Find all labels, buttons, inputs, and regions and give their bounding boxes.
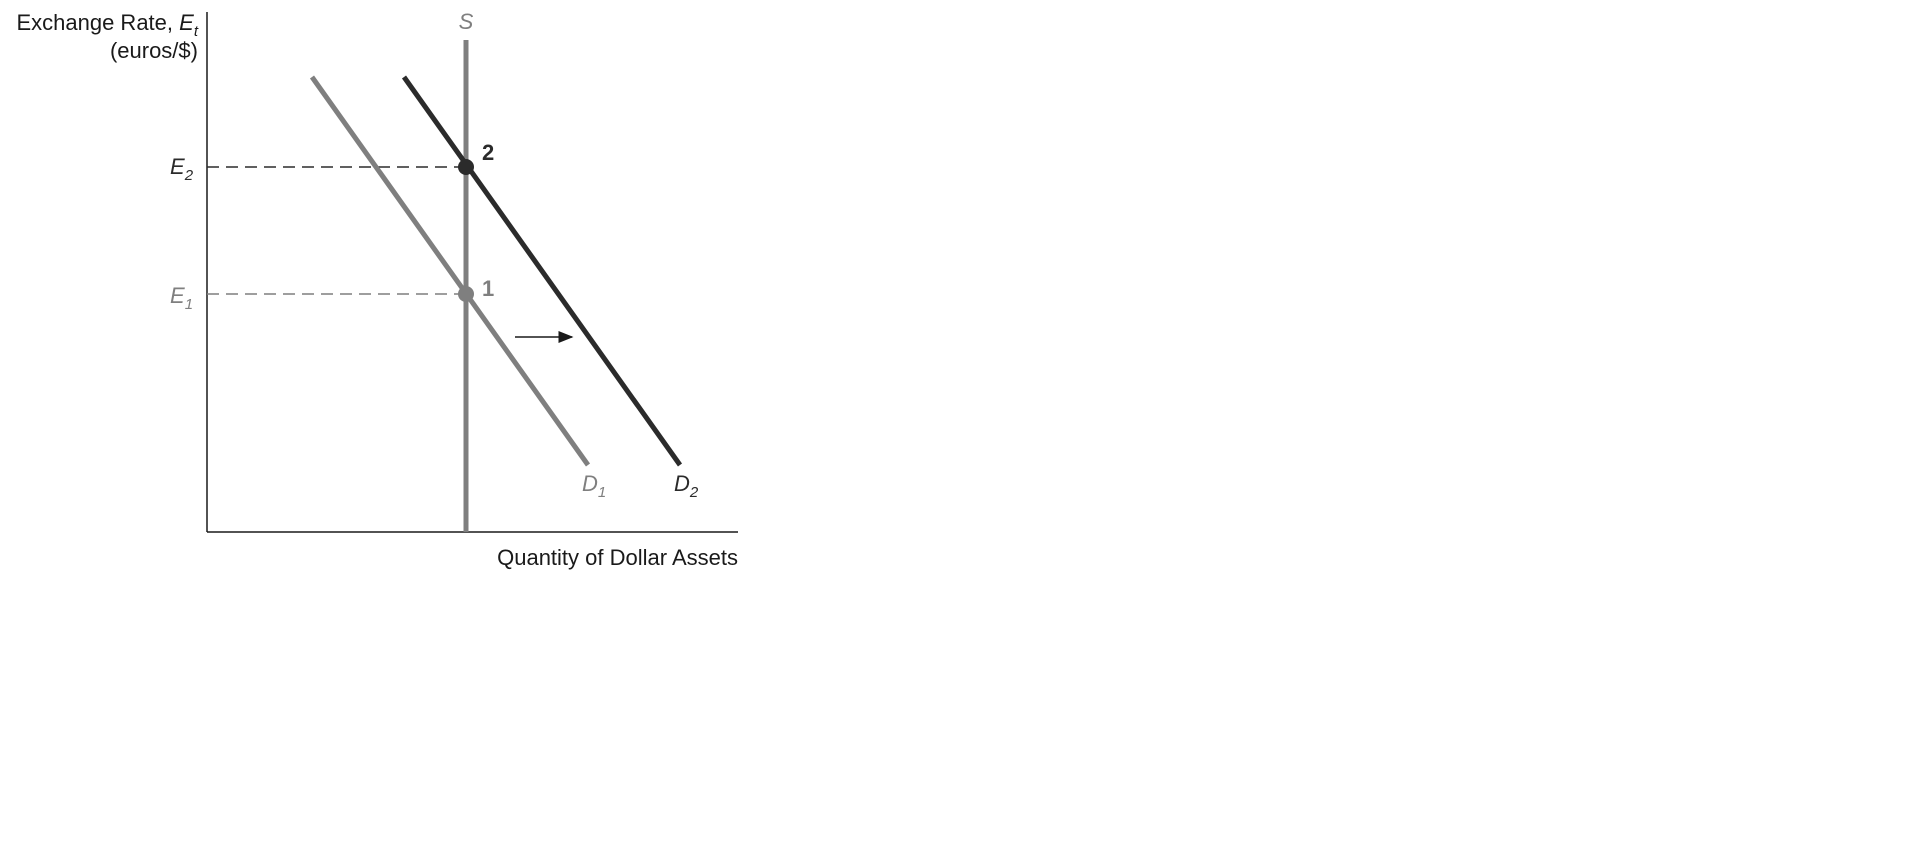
equilibrium-point-1	[458, 286, 474, 302]
point-2-label: 2	[482, 140, 494, 165]
y-axis-units: (euros/$)	[110, 38, 198, 63]
y-axis-title: Exchange Rate, Et	[16, 10, 198, 40]
e1-label: E1	[170, 283, 193, 313]
demand-1-label: D1	[582, 471, 606, 501]
demand-2-label: D2	[674, 471, 699, 501]
point-1-label: 1	[482, 276, 494, 301]
demand-curve-2	[401, 75, 683, 467]
x-axis-title: Quantity of Dollar Assets	[497, 545, 738, 570]
e2-label: E2	[170, 154, 194, 184]
supply-label: S	[459, 9, 474, 34]
equilibrium-point-2	[458, 159, 474, 175]
demand-curve-1	[309, 75, 591, 467]
